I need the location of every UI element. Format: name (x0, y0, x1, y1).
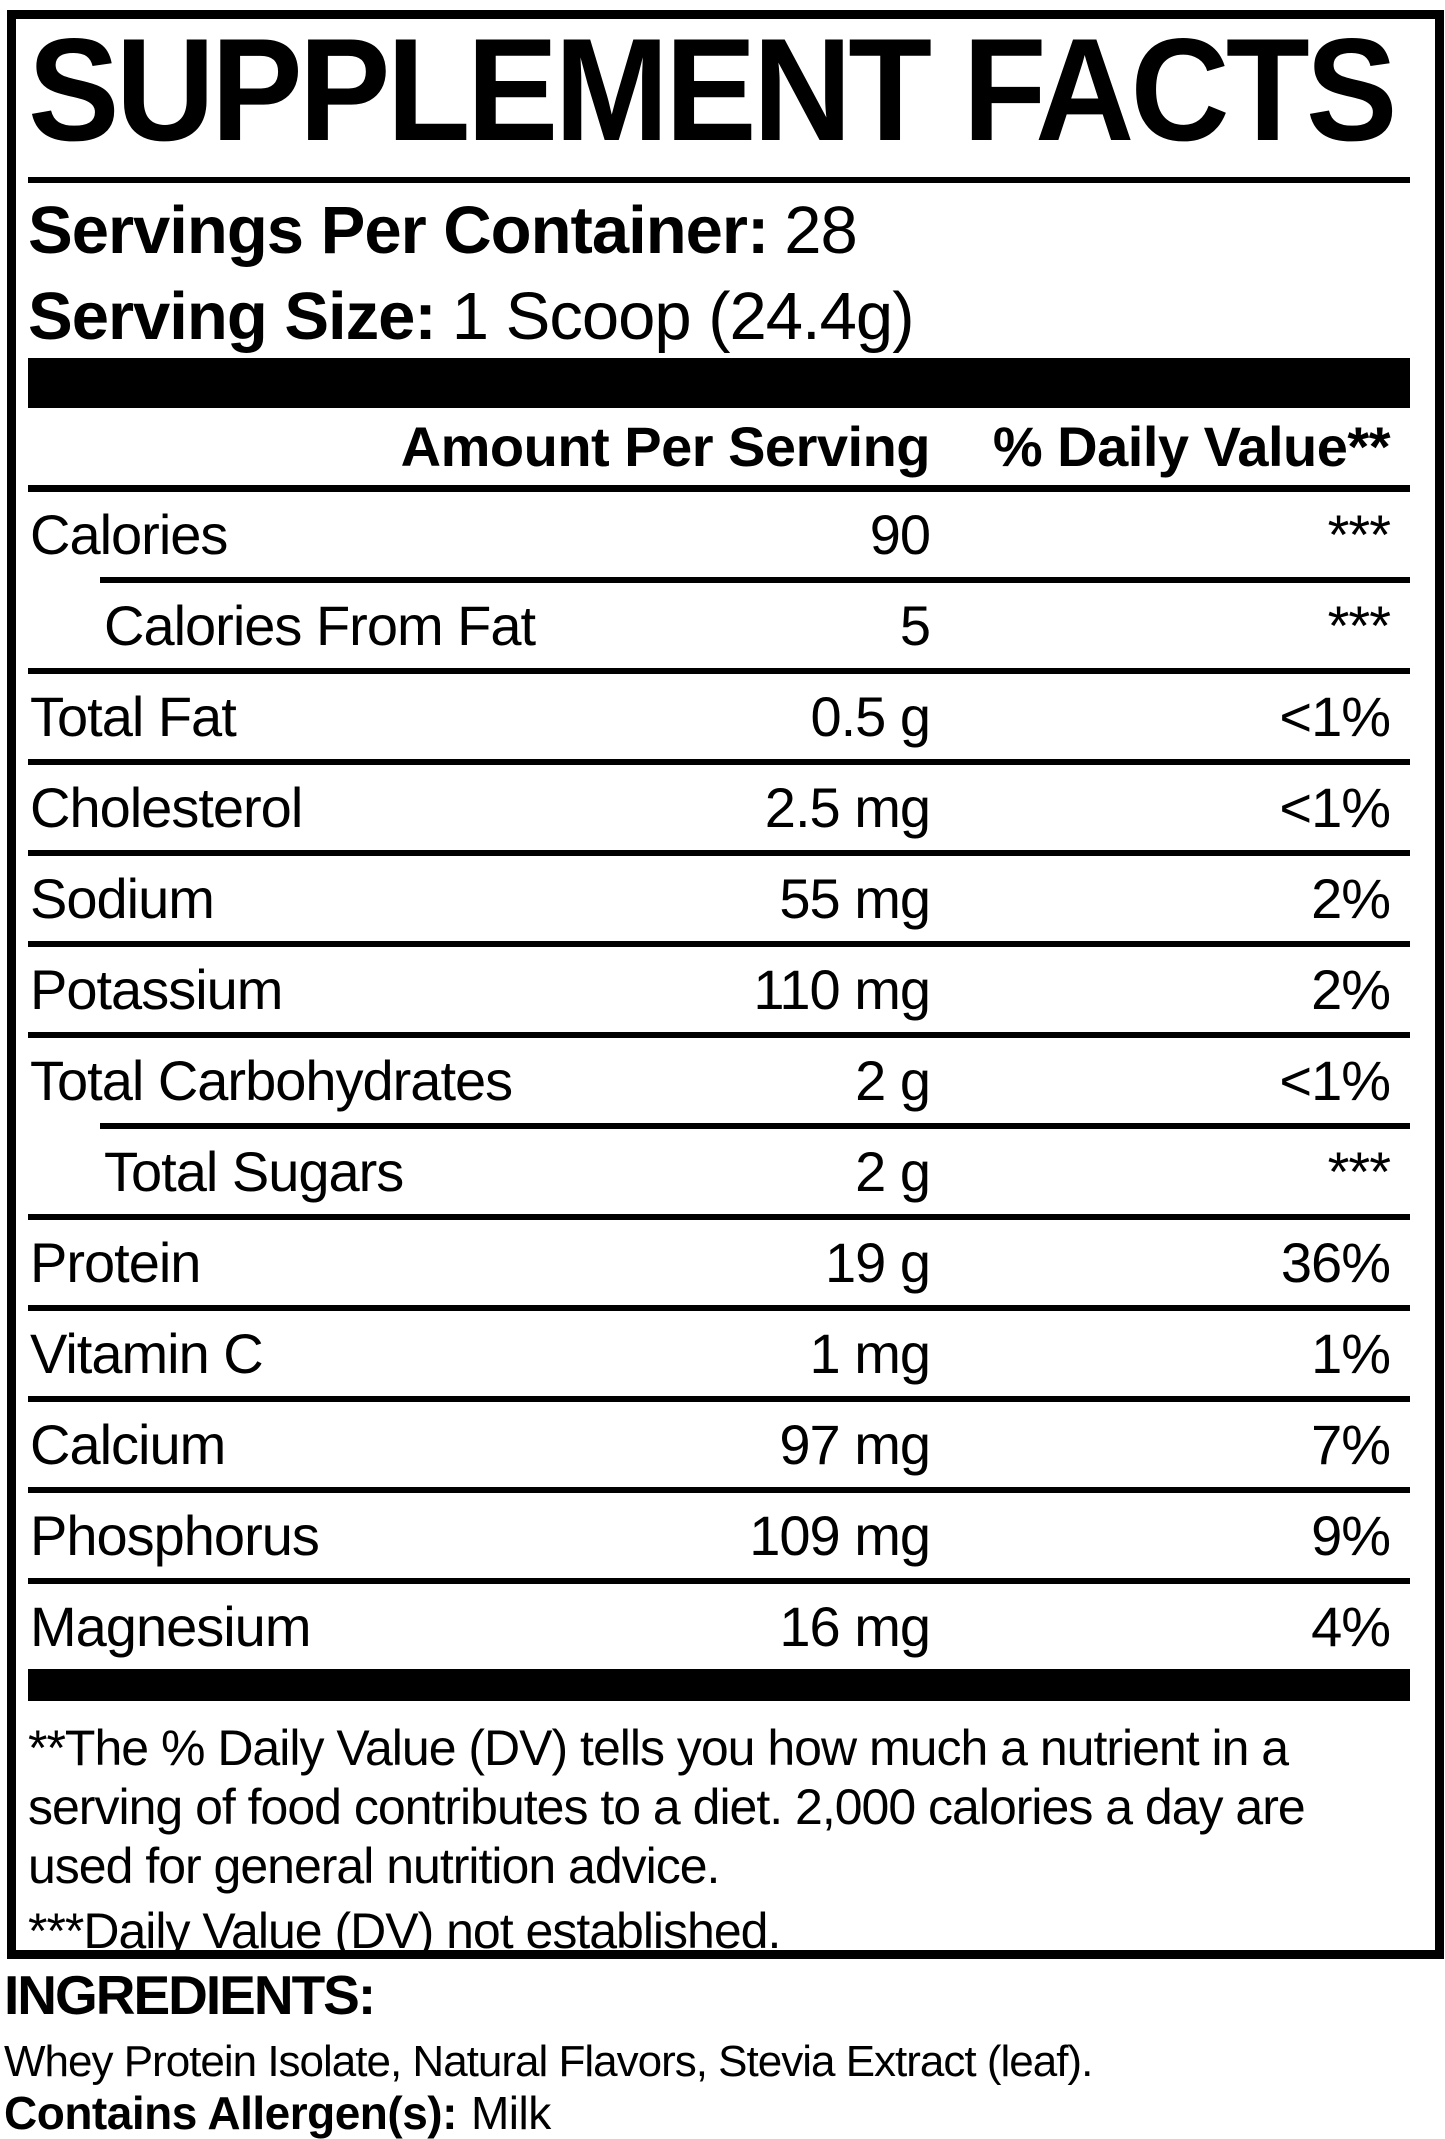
nutrient-amount: 19 g (825, 1231, 931, 1294)
nutrient-label: Protein (30, 1231, 201, 1294)
nutrient-amount: 2 g (855, 1049, 931, 1112)
table-row-calories-from-fat: Calories From Fat 5 *** (28, 583, 1410, 674)
nutrient-dv: *** (1327, 594, 1391, 657)
nutrient-label: Magnesium (30, 1595, 311, 1658)
table-row-potassium: Potassium 110 mg 2% (28, 947, 1410, 1038)
nutrient-label: Vitamin C (30, 1322, 264, 1385)
nutrient-label: Calories From Fat (104, 594, 536, 657)
amount-per-serving-header: Amount Per Serving (400, 415, 931, 478)
nutrient-label: Total Fat (30, 685, 237, 748)
table-row-cholesterol: Cholesterol 2.5 mg <1% (28, 765, 1410, 856)
allergen-value: Milk (470, 2087, 551, 2139)
allergen-label: Contains Allergen(s): (4, 2087, 457, 2139)
nutrient-label: Cholesterol (30, 776, 303, 839)
serving-size-value: 1 Scoop (24.4g) (451, 279, 915, 354)
nutrient-amount: 55 mg (779, 867, 931, 930)
table-row-total-fat: Total Fat 0.5 g <1% (28, 674, 1410, 765)
footnotes: **The % Daily Value (DV) tells you how m… (28, 1719, 1414, 1961)
nutrient-amount: 16 mg (779, 1595, 931, 1658)
table-row-phosphorus: Phosphorus 109 mg 9% (28, 1493, 1410, 1584)
ingredients-list: Whey Protein Isolate, Natural Flavors, S… (4, 2037, 1093, 2086)
nutrient-dv: 2% (1311, 867, 1391, 930)
serving-size-line: Serving Size: 1 Scoop (24.4g) (28, 277, 915, 357)
table-row-vitamin-c: Vitamin C 1 mg 1% (28, 1311, 1410, 1402)
header-divider (28, 485, 1410, 492)
nutrient-amount: 90 (869, 503, 931, 566)
bottom-black-bar (28, 1669, 1410, 1701)
table-header-row: Amount Per Serving % Daily Value** (28, 408, 1410, 485)
nutrient-amount: 0.5 g (810, 685, 931, 748)
daily-value-footnote: **The % Daily Value (DV) tells you how m… (28, 1720, 1306, 1894)
nutrient-dv: 9% (1311, 1504, 1391, 1567)
not-established-footnote: ***Daily Value (DV) not established. (28, 1903, 781, 1959)
serving-size-label: Serving Size: (28, 279, 437, 354)
nutrient-amount: 109 mg (749, 1504, 931, 1567)
title-divider (28, 177, 1410, 183)
table-row-total-carbohydrates: Total Carbohydrates 2 g <1% (28, 1038, 1410, 1129)
nutrient-amount: 2 g (855, 1140, 931, 1203)
nutrient-dv: 7% (1311, 1413, 1391, 1476)
nutrient-label: Calcium (30, 1413, 226, 1476)
nutrient-dv: *** (1327, 503, 1391, 566)
top-black-bar (28, 358, 1410, 408)
nutrient-label: Potassium (30, 958, 283, 1021)
nutrient-label: Sodium (30, 867, 215, 930)
nutrient-amount: 5 (899, 594, 931, 657)
table-row-calories: Calories 90 *** (28, 492, 1410, 583)
nutrient-label: Total Carbohydrates (30, 1049, 513, 1112)
ingredients-heading: INGREDIENTS: (4, 1964, 376, 2026)
table-row-protein: Protein 19 g 36% (28, 1220, 1410, 1311)
nutrient-dv: <1% (1279, 1049, 1391, 1112)
servings-per-container-line: Servings Per Container: 28 (28, 191, 858, 271)
panel-title: SUPPLEMENT FACTS (28, 8, 1397, 171)
nutrient-label: Calories (30, 503, 228, 566)
nutrient-amount: 2.5 mg (764, 776, 931, 839)
nutrient-dv: <1% (1279, 776, 1391, 839)
nutrient-dv: 2% (1311, 958, 1391, 1021)
nutrient-dv: *** (1327, 1140, 1391, 1203)
servings-value: 28 (784, 193, 858, 268)
supplement-facts-panel: SUPPLEMENT FACTS Servings Per Container:… (7, 10, 1444, 1959)
table-row-sodium: Sodium 55 mg 2% (28, 856, 1410, 947)
table-row-total-sugars: Total Sugars 2 g *** (28, 1129, 1410, 1220)
daily-value-header: % Daily Value** (992, 415, 1391, 478)
table-row-magnesium: Magnesium 16 mg 4% (28, 1584, 1410, 1669)
nutrient-dv: 4% (1311, 1595, 1391, 1658)
nutrient-label: Total Sugars (104, 1140, 404, 1203)
nutrient-dv: <1% (1279, 685, 1391, 748)
nutrient-dv: 36% (1280, 1231, 1391, 1294)
table-row-calcium: Calcium 97 mg 7% (28, 1402, 1410, 1493)
nutrient-amount: 1 mg (809, 1322, 931, 1385)
nutrient-amount: 97 mg (779, 1413, 931, 1476)
allergen-line: Contains Allergen(s): Milk (4, 2088, 1424, 2138)
ingredients-section: INGREDIENTS: Whey Protein Isolate, Natur… (4, 1956, 1424, 2138)
nutrient-label: Phosphorus (30, 1504, 320, 1567)
servings-label: Servings Per Container: (28, 193, 769, 268)
nutrient-amount: 110 mg (753, 958, 931, 1021)
nutrient-dv: 1% (1311, 1322, 1391, 1385)
nutrient-table: Calories 90 *** Calories From Fat 5 *** … (28, 492, 1410, 1669)
